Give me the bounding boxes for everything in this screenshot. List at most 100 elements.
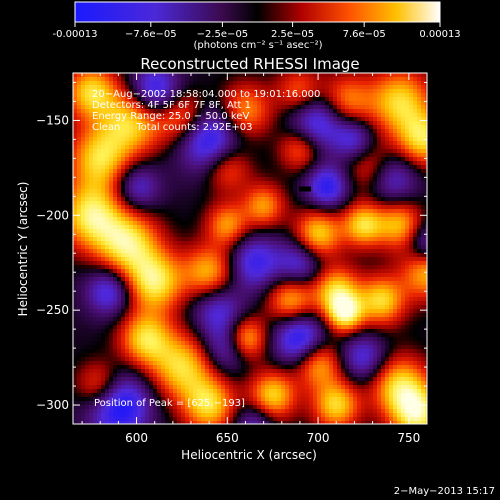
heat-cell xyxy=(277,85,281,89)
heat-cell xyxy=(153,265,157,269)
heat-cell xyxy=(89,269,93,273)
heat-cell xyxy=(341,161,345,165)
heat-cell xyxy=(101,249,105,253)
heat-cell xyxy=(205,129,209,133)
heat-cell xyxy=(233,173,237,177)
heat-cell xyxy=(381,213,385,217)
heat-cell xyxy=(413,269,417,273)
heat-cell xyxy=(265,201,269,205)
heat-cell xyxy=(105,89,109,93)
heat-cell xyxy=(221,165,225,169)
heat-cell xyxy=(161,253,165,257)
heat-cell xyxy=(145,173,149,177)
heat-cell xyxy=(209,181,213,185)
heat-cell xyxy=(141,201,145,205)
heat-cell xyxy=(261,133,265,137)
heat-cell xyxy=(249,225,253,229)
heat-cell xyxy=(153,253,157,257)
heat-cell xyxy=(125,265,129,269)
heat-cell xyxy=(225,193,229,197)
heat-cell xyxy=(261,177,265,181)
heat-cell xyxy=(197,229,201,233)
heat-cell xyxy=(377,213,381,217)
heat-cell xyxy=(173,281,177,285)
heat-cell xyxy=(329,81,333,85)
heat-cell xyxy=(241,93,245,97)
heat-cell xyxy=(113,117,117,121)
heat-cell xyxy=(101,265,105,269)
heat-cell xyxy=(209,225,213,229)
heat-cell xyxy=(357,137,361,141)
heat-cell xyxy=(157,153,161,157)
heat-cell xyxy=(209,285,213,289)
heat-cell xyxy=(113,257,117,261)
heat-cell xyxy=(217,209,221,213)
heat-cell xyxy=(277,109,281,113)
heat-cell xyxy=(325,149,329,153)
heat-cell xyxy=(237,193,241,197)
heat-cell xyxy=(317,125,321,129)
heat-cell xyxy=(345,293,349,297)
heat-cell xyxy=(237,233,241,237)
heat-cell xyxy=(157,209,161,213)
heat-cell xyxy=(345,257,349,261)
heat-cell xyxy=(133,137,137,141)
heat-cell xyxy=(409,217,413,221)
heat-cell xyxy=(129,169,133,173)
heat-cell xyxy=(369,153,373,157)
heat-cell xyxy=(133,105,137,109)
heat-cell xyxy=(293,241,297,245)
heat-cell xyxy=(177,245,181,249)
heat-cell xyxy=(385,165,389,169)
heat-cell xyxy=(141,277,145,281)
heat-cell xyxy=(285,97,289,101)
heat-cell xyxy=(261,189,265,193)
heat-cell xyxy=(101,169,105,173)
heat-cell xyxy=(213,169,217,173)
heat-cell xyxy=(389,293,393,297)
heat-cell xyxy=(405,77,409,81)
heat-cell xyxy=(377,237,381,241)
heat-cell xyxy=(181,161,185,165)
heat-cell xyxy=(393,217,397,221)
heat-cell xyxy=(221,161,225,165)
heat-cell xyxy=(101,189,105,193)
heat-cell xyxy=(253,85,257,89)
heat-cell xyxy=(381,257,385,261)
heat-cell xyxy=(165,125,169,129)
heat-cell xyxy=(397,161,401,165)
heat-cell xyxy=(333,169,337,173)
heat-cell xyxy=(309,89,313,93)
heat-cell xyxy=(361,73,365,77)
heat-cell xyxy=(249,165,253,169)
heat-cell xyxy=(309,73,313,77)
heat-cell xyxy=(73,117,77,121)
heat-cell xyxy=(157,125,161,129)
heat-cell xyxy=(421,201,425,205)
heat-cell xyxy=(97,89,101,93)
heat-cell xyxy=(329,129,333,133)
heat-cell xyxy=(73,269,77,273)
heat-cell xyxy=(85,213,89,217)
heat-cell xyxy=(93,285,97,289)
heat-cell xyxy=(149,181,153,185)
heat-cell xyxy=(317,109,321,113)
heat-cell xyxy=(337,165,341,169)
heat-cell xyxy=(401,233,405,237)
heat-cell xyxy=(389,93,393,97)
heat-cell xyxy=(161,93,165,97)
heat-cell xyxy=(177,113,181,117)
heat-cell xyxy=(341,245,345,249)
heat-cell xyxy=(421,97,425,101)
heat-cell xyxy=(341,269,345,273)
heat-cell xyxy=(185,73,189,77)
heat-cell xyxy=(301,181,305,185)
heat-cell xyxy=(221,117,225,121)
heat-cell xyxy=(221,253,225,257)
heat-cell xyxy=(385,129,389,133)
heat-cell xyxy=(181,237,185,241)
heat-cell xyxy=(269,289,273,293)
heat-cell xyxy=(221,217,225,221)
heat-cell xyxy=(113,269,117,273)
heat-cell xyxy=(361,201,365,205)
